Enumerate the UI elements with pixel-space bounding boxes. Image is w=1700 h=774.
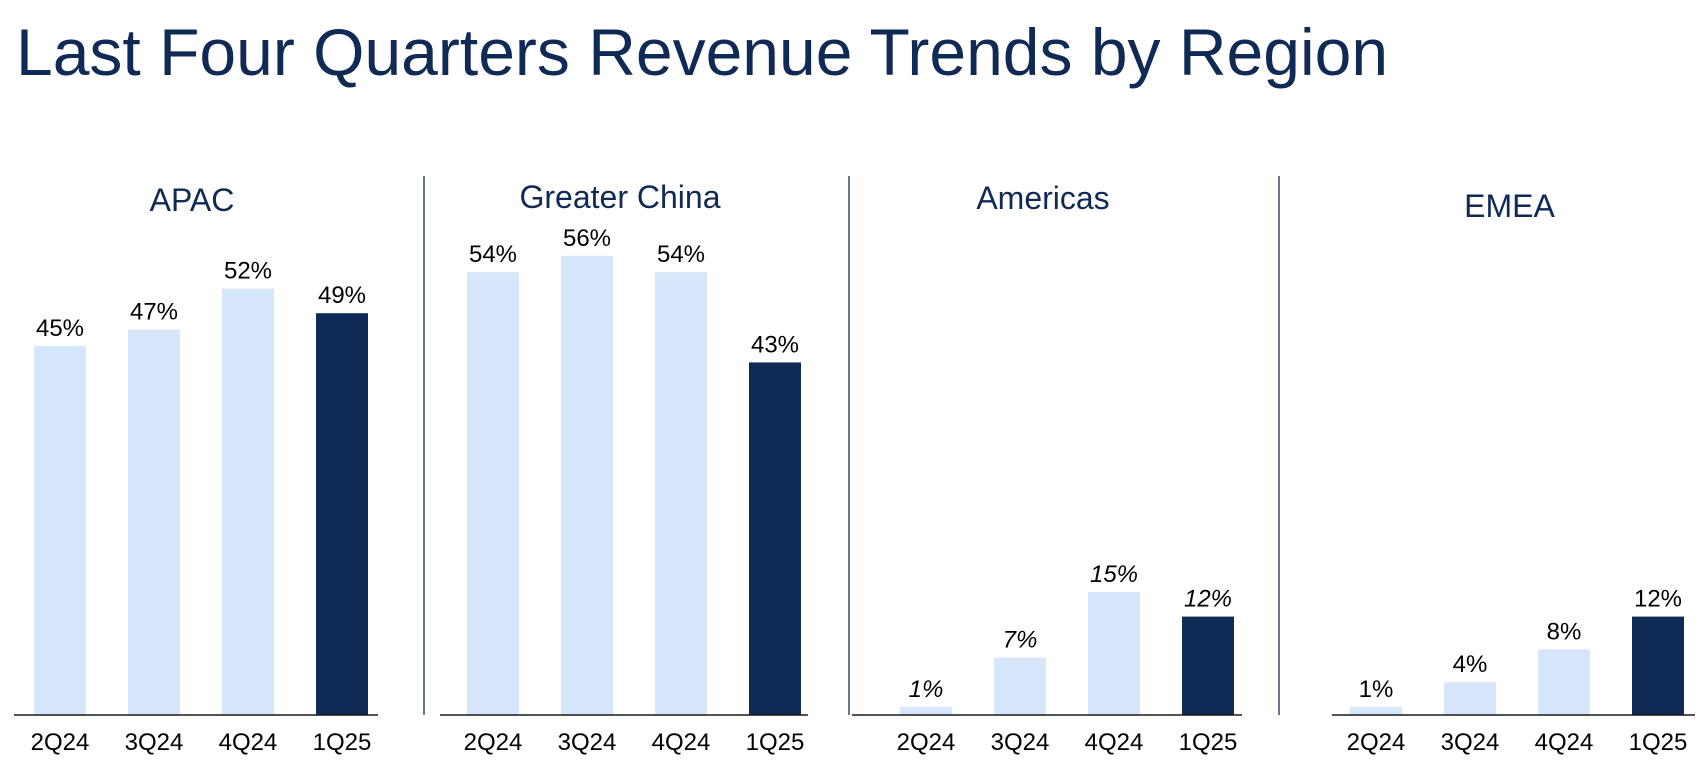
bar-greater-china-3q24	[561, 255, 613, 716]
bar-emea-1q25	[1632, 616, 1684, 715]
bar-emea-2q24	[1350, 706, 1402, 715]
bar-apac-4q24	[222, 288, 274, 715]
data-label-emea-1q25: 12%	[1634, 586, 1682, 613]
x-tick-greater-china-3q24: 3Q24	[558, 729, 617, 756]
bar-americas-2q24	[900, 706, 952, 715]
bar-apac-1q25	[316, 313, 368, 715]
data-label-greater-china-1q25: 43%	[751, 331, 799, 358]
bar-emea-3q24	[1444, 682, 1496, 715]
x-tick-greater-china-2q24: 2Q24	[464, 729, 523, 756]
chart-title-americas: Americas	[976, 180, 1109, 216]
x-tick-emea-1q25: 1Q25	[1629, 729, 1688, 756]
data-label-apac-2q24: 45%	[36, 315, 84, 342]
bar-americas-4q24	[1088, 592, 1140, 715]
x-tick-apac-1q25: 1Q25	[313, 729, 372, 756]
data-label-americas-1q25: 12%	[1184, 586, 1232, 613]
x-tick-apac-2q24: 2Q24	[31, 729, 90, 756]
data-label-greater-china-3q24: 56%	[563, 225, 611, 252]
x-tick-americas-1q25: 1Q25	[1179, 729, 1238, 756]
bar-apac-2q24	[34, 346, 86, 715]
page-title: Last Four Quarters Revenue Trends by Reg…	[16, 15, 1389, 89]
data-label-apac-4q24: 52%	[224, 258, 272, 285]
x-tick-americas-3q24: 3Q24	[991, 729, 1050, 756]
bar-greater-china-2q24	[467, 272, 519, 715]
bar-greater-china-4q24	[655, 272, 707, 715]
data-label-apac-3q24: 47%	[130, 299, 178, 326]
chart-title-greater-china: Greater China	[520, 179, 721, 215]
data-label-emea-2q24: 1%	[1359, 676, 1394, 703]
data-label-emea-4q24: 8%	[1547, 618, 1582, 645]
x-tick-greater-china-4q24: 4Q24	[652, 729, 711, 756]
chart-title-apac: APAC	[150, 182, 235, 218]
chart-title-emea: EMEA	[1464, 188, 1555, 224]
data-label-americas-3q24: 7%	[1003, 627, 1038, 654]
x-tick-greater-china-1q25: 1Q25	[746, 729, 805, 756]
bar-emea-4q24	[1538, 649, 1590, 715]
bar-apac-3q24	[128, 329, 180, 715]
x-tick-emea-3q24: 3Q24	[1441, 729, 1500, 756]
x-tick-apac-3q24: 3Q24	[125, 729, 184, 756]
x-tick-americas-2q24: 2Q24	[897, 729, 956, 756]
data-label-americas-4q24: 15%	[1090, 561, 1138, 588]
bar-greater-china-1q25	[749, 362, 801, 715]
data-label-emea-3q24: 4%	[1453, 651, 1488, 678]
x-tick-emea-4q24: 4Q24	[1535, 729, 1594, 756]
data-label-apac-1q25: 49%	[318, 282, 366, 309]
bar-americas-1q25	[1182, 616, 1234, 715]
data-label-greater-china-4q24: 54%	[657, 241, 705, 268]
x-tick-americas-4q24: 4Q24	[1085, 729, 1144, 756]
x-tick-emea-2q24: 2Q24	[1347, 729, 1406, 756]
data-label-greater-china-2q24: 54%	[469, 241, 517, 268]
x-tick-apac-4q24: 4Q24	[219, 729, 278, 756]
bar-americas-3q24	[994, 657, 1046, 715]
data-label-americas-2q24: 1%	[909, 676, 944, 703]
